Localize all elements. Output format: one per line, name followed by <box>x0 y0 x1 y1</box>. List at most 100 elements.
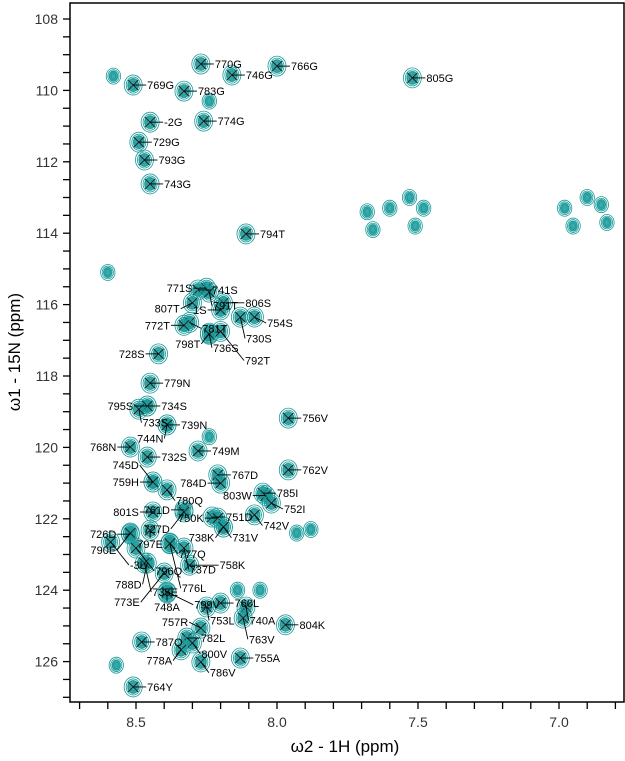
peak-contour <box>416 199 432 217</box>
peak-contour <box>382 199 398 217</box>
peak-label: 779N <box>164 378 190 390</box>
peak-contour <box>565 217 581 235</box>
peak-leader-line <box>223 526 232 539</box>
peak-contour-core <box>111 659 122 671</box>
peak-contour-core <box>602 216 612 229</box>
peak-contour <box>251 510 258 520</box>
peak-label: 797E <box>137 539 163 551</box>
peak-label: 790E <box>91 545 117 557</box>
unassigned-peak <box>201 92 217 110</box>
peak-label: 754S <box>267 318 293 330</box>
peak-label: 732S <box>161 452 187 464</box>
unassigned-peak <box>100 264 116 281</box>
peak-contour <box>234 310 246 324</box>
peak-contour <box>178 505 190 519</box>
unassigned-peak <box>599 214 615 231</box>
peak-contour <box>359 203 375 221</box>
peak-contour <box>598 201 605 209</box>
peak-contour <box>201 600 212 614</box>
peak-label: 751D <box>226 512 252 524</box>
peak-contour-core <box>368 224 378 236</box>
peak-contour-core <box>204 431 215 443</box>
peak-contour <box>560 203 570 214</box>
peak-contour <box>107 537 115 547</box>
peak-leader-line <box>138 409 142 423</box>
peak-contour <box>252 581 268 599</box>
plot-frame <box>69 2 625 703</box>
peak-contour <box>197 657 205 667</box>
peak-contour-core <box>404 191 415 204</box>
peak-label: 774G <box>218 116 245 128</box>
peak-contour <box>245 504 264 526</box>
peak-contour-core <box>255 584 265 596</box>
peak-label: 1S <box>193 305 206 317</box>
peak-label: 741S <box>212 285 238 297</box>
peak-contour <box>368 224 378 235</box>
peak-contour <box>157 581 177 603</box>
peak-label: 784D <box>180 478 206 490</box>
peak-contour <box>306 524 316 535</box>
peak-label: 744N <box>137 433 163 445</box>
peak-contour-core <box>103 266 113 279</box>
peak-contour <box>156 564 172 582</box>
peak-leader-line <box>208 292 213 306</box>
peak-contour <box>126 528 134 538</box>
peak-749M[interactable] <box>188 440 208 462</box>
peak-contour <box>174 501 194 523</box>
peak-contour <box>182 632 202 654</box>
peak-label: 801S <box>113 507 139 519</box>
peak-contour <box>233 585 242 596</box>
peak-contour <box>292 527 302 539</box>
unassigned-peak <box>407 217 423 235</box>
peak-contour <box>385 203 395 214</box>
peak-contour <box>105 268 111 277</box>
peak-contour-core <box>559 202 570 214</box>
peak-contour-core <box>410 220 420 232</box>
peak-label: 738K <box>189 533 215 545</box>
peak-contour <box>177 645 185 655</box>
peak-contour-core <box>596 199 607 211</box>
y-tick-label: 118 <box>36 368 59 384</box>
peak-contour <box>105 67 122 85</box>
peak-label: 726D <box>90 529 116 541</box>
peak-contour <box>410 220 420 232</box>
peak-contour <box>409 219 422 233</box>
peak-leader-line <box>139 464 154 483</box>
peak-contour <box>361 204 374 219</box>
peak-contour <box>206 97 213 105</box>
peak-contour <box>180 507 188 517</box>
unassigned-peak <box>289 524 305 542</box>
unassigned-peak <box>365 221 381 239</box>
peak-leader-line <box>116 532 131 551</box>
peak-contour <box>162 535 178 553</box>
y-tick-label: 126 <box>35 654 59 670</box>
peak-contour <box>101 265 114 280</box>
peak-contour <box>293 529 300 537</box>
peak-contour <box>103 267 113 278</box>
peak-label: 791T <box>213 301 238 313</box>
peak-contour <box>203 94 216 108</box>
peak-label: 796Q <box>155 566 182 578</box>
peak-contour <box>132 543 140 553</box>
peak-label: 756V <box>302 413 328 425</box>
peak-leader-line <box>215 526 224 539</box>
peak-contour <box>204 431 214 442</box>
peak-contour <box>140 519 160 541</box>
peak-label: 792T <box>245 355 270 367</box>
peak-contour-core <box>418 202 429 214</box>
peak-contour <box>128 539 144 557</box>
peak-label: 740A <box>250 616 276 628</box>
peak-contour <box>139 556 150 570</box>
peak-label: 761D <box>144 505 170 517</box>
peak-label: 764Y <box>147 682 173 694</box>
peak-contour <box>249 508 260 522</box>
peak-label: 798T <box>175 339 200 351</box>
y-tick-label: 112 <box>36 154 59 170</box>
peak-label: 731V <box>232 533 258 545</box>
peak-label: -2G <box>164 117 182 129</box>
peak-leader-line <box>170 511 185 530</box>
peak-contour <box>135 552 154 574</box>
peak-contour <box>193 619 209 637</box>
peak-contour <box>171 639 191 661</box>
peak-contour <box>217 326 225 336</box>
